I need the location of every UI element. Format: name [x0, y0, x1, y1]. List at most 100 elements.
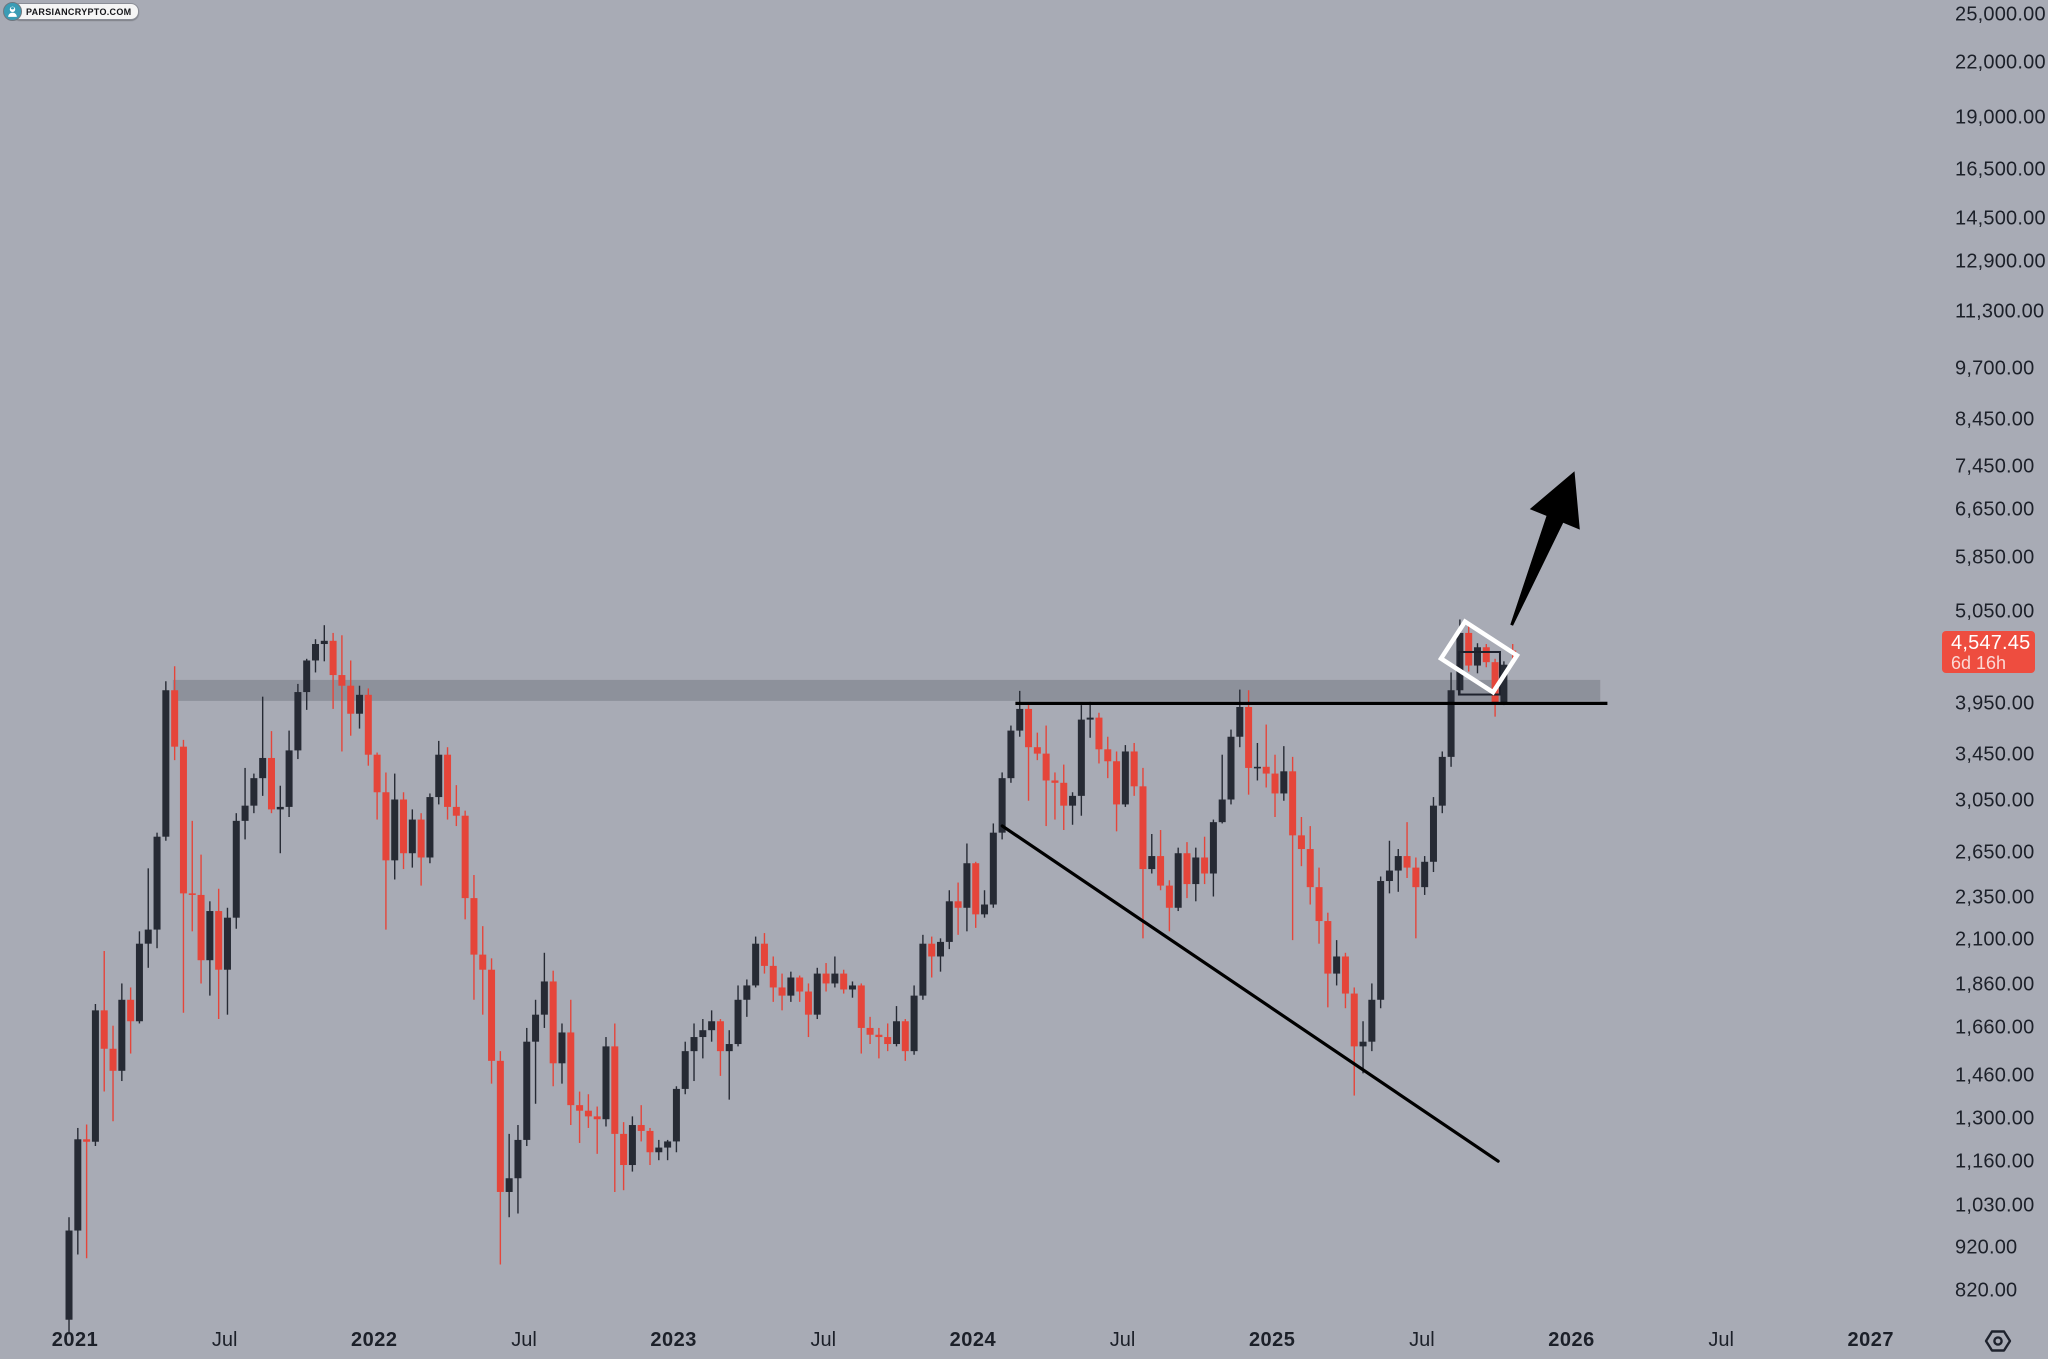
time-scale-jul-label: Jul [1409, 1329, 1435, 1351]
candle [787, 977, 795, 996]
candle [347, 685, 355, 714]
candle [840, 973, 848, 990]
current-price-value: 4,547.45 [1951, 631, 2031, 654]
candle [716, 1021, 724, 1052]
candle [1183, 853, 1191, 885]
price-scale-label: 12,900.00 [1955, 250, 2046, 273]
candle [444, 754, 452, 807]
candle [910, 995, 918, 1052]
candle [1421, 861, 1429, 888]
price-scale-label: 5,850.00 [1955, 546, 2035, 568]
candle [118, 999, 126, 1071]
candle [620, 1133, 628, 1166]
candle [1412, 867, 1420, 888]
bar-countdown: 6d 16h [1951, 652, 2007, 673]
time-scale-jul-label: Jul [1708, 1329, 1734, 1351]
candle [452, 806, 460, 816]
price-scale-label: 19,000.00 [1955, 106, 2046, 128]
candle [470, 898, 478, 955]
price-scale-label: 820.00 [1955, 1279, 2018, 1302]
candle [576, 1105, 584, 1111]
candle [1007, 730, 1015, 779]
time-scale-year-label: 2025 [1248, 1329, 1296, 1351]
candlestick-series [65, 619, 1517, 1333]
candle [602, 1046, 610, 1120]
candle [135, 943, 143, 1022]
candle [373, 754, 381, 793]
candle [241, 805, 249, 821]
candle [884, 1037, 892, 1045]
candle [1253, 766, 1261, 769]
candle [294, 692, 302, 751]
candle [391, 799, 399, 861]
price-scale-settings-icon[interactable] [1984, 1328, 2012, 1359]
candle [672, 1088, 680, 1142]
candle [1139, 786, 1147, 870]
time-scale-jul-label: Jul [810, 1329, 837, 1351]
current-price-label: 4,547.45 6d 16h [1942, 630, 2035, 673]
candle [250, 778, 258, 806]
candle [188, 893, 196, 895]
candle [179, 746, 187, 894]
price-scale-label: 1,160.00 [1955, 1150, 2035, 1173]
candle [664, 1141, 672, 1148]
time-scale-year-label: 2023 [650, 1329, 697, 1351]
candle [549, 981, 557, 1064]
candle [1033, 747, 1041, 754]
candle [752, 943, 760, 986]
candle [1271, 773, 1279, 794]
candle [1394, 856, 1402, 871]
candle [1227, 736, 1235, 800]
time-scale[interactable]: 2021 Jul 2022 Jul 2023 Jul 2024 Jul 2025 Jul 2026 J… [0, 1326, 2048, 1356]
candle [813, 973, 821, 1015]
candle [1429, 805, 1437, 862]
watermark-text: PARSIANCRYPTO.COM [26, 6, 132, 17]
candle [584, 1110, 592, 1117]
candle [778, 987, 786, 996]
candle [496, 1060, 504, 1192]
supply-zone-rectangle[interactable] [172, 679, 1601, 701]
time-scale-year-label: 2021 [51, 1329, 99, 1351]
candle [963, 863, 971, 908]
small-black-box-annotation[interactable] [1457, 650, 1501, 696]
price-scale[interactable]: 25,000.00 22,000.00 19,000.00 16,500.00 14,5… [1942, 0, 2048, 1326]
up-arrow-annotation[interactable] [1510, 471, 1580, 626]
candle [1236, 707, 1244, 737]
candle [1165, 885, 1173, 908]
candle [206, 911, 214, 961]
candle [1051, 780, 1059, 783]
candle [593, 1116, 601, 1120]
candle [1192, 857, 1200, 885]
candle [83, 1139, 91, 1142]
candle [901, 1021, 909, 1052]
time-scale-year-label: 2026 [1548, 1329, 1595, 1351]
time-scale-year-label: 2022 [351, 1329, 398, 1351]
candle [1042, 753, 1050, 781]
candle [1280, 771, 1288, 794]
candle [708, 1021, 716, 1031]
white-box-annotation[interactable] [1437, 618, 1521, 696]
descending-trendline[interactable] [1000, 824, 1500, 1163]
price-scale-label: 5,050.00 [1955, 600, 2035, 623]
candle [100, 1010, 108, 1049]
watermark-logo: PARSIANCRYPTO.COM [3, 2, 140, 21]
price-scale-label: 16,500.00 [1955, 158, 2046, 181]
candle [1491, 662, 1499, 704]
candle [479, 954, 487, 970]
candle [153, 836, 161, 930]
candle [989, 832, 997, 905]
candle [1385, 870, 1393, 882]
candle [532, 1014, 540, 1042]
price-scale-label: 2,100.00 [1955, 928, 2035, 951]
candle [1095, 717, 1103, 750]
candle [232, 820, 240, 918]
candle [1077, 719, 1085, 796]
time-scale-year-label: 2024 [949, 1329, 997, 1351]
candle [1086, 717, 1094, 720]
candle [1069, 795, 1077, 806]
candle [267, 757, 275, 810]
candle [734, 999, 742, 1045]
candle [1333, 956, 1341, 974]
